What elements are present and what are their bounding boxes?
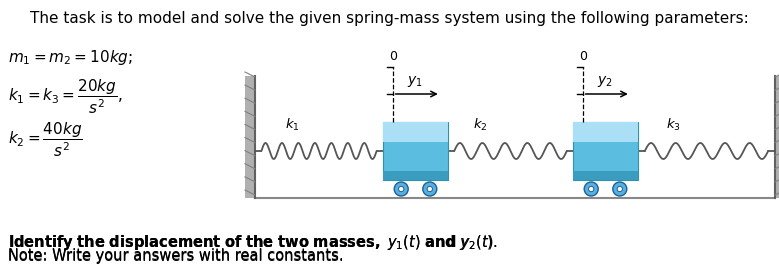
Circle shape <box>589 186 594 192</box>
Circle shape <box>423 182 437 196</box>
Bar <box>383 122 448 142</box>
Text: $k_2$: $k_2$ <box>473 117 488 133</box>
Circle shape <box>394 182 408 196</box>
Bar <box>775 76 779 198</box>
Bar <box>383 122 448 180</box>
Text: $\mathbf{Identify\ the\ displacement\ of\ the\ two\ masses,}$$\ y_1(t)\ \mathbf{: $\mathbf{Identify\ the\ displacement\ of… <box>8 233 498 252</box>
Text: 0: 0 <box>389 50 397 63</box>
Text: $y_1$: $y_1$ <box>407 74 423 89</box>
Circle shape <box>613 182 627 196</box>
Bar <box>245 76 255 198</box>
Text: 0: 0 <box>579 50 587 63</box>
Text: Note: Write your answers with real constants.: Note: Write your answers with real const… <box>8 249 344 264</box>
Circle shape <box>584 182 598 196</box>
Text: $\bf{Identify\ the\ displacement\ of\ the\ two\ masses,}$ $y_1(t)$ $\bf{and}$ $y: $\bf{Identify\ the\ displacement\ of\ th… <box>8 233 498 252</box>
Bar <box>573 171 638 180</box>
Text: The task is to model and solve the given spring-mass system using the following : The task is to model and solve the given… <box>30 11 749 26</box>
Text: $m_1 = m_2 = 10kg;$: $m_1 = m_2 = 10kg;$ <box>8 48 133 67</box>
Circle shape <box>399 186 404 192</box>
Text: $y_2$: $y_2$ <box>597 74 612 89</box>
Text: $k_2 = \dfrac{40kg}{s^2}$: $k_2 = \dfrac{40kg}{s^2}$ <box>8 121 83 160</box>
Circle shape <box>617 186 622 192</box>
Text: $k_1$: $k_1$ <box>285 117 300 133</box>
Bar <box>573 122 638 180</box>
Text: $k_1 = k_3 = \dfrac{20kg}{s^2},$: $k_1 = k_3 = \dfrac{20kg}{s^2},$ <box>8 78 123 117</box>
Bar <box>573 122 638 142</box>
Text: Note: Write your answers with real constants.: Note: Write your answers with real const… <box>8 248 344 263</box>
Circle shape <box>427 186 432 192</box>
Text: $k_3$: $k_3$ <box>666 117 681 133</box>
Bar <box>383 171 448 180</box>
